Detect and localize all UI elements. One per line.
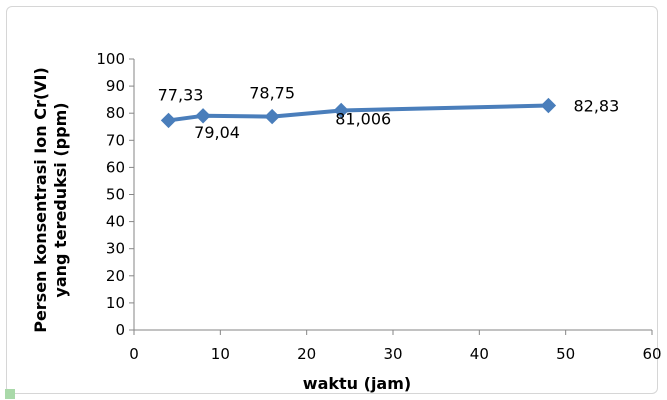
- data-point-marker: [540, 97, 557, 114]
- data-point-marker: [195, 108, 211, 124]
- y-tick-label: 40: [106, 213, 125, 231]
- y-axis-title: Persen konsentrasi Ion Cr(VI)yang teredu…: [31, 67, 70, 333]
- y-tick-label: 50: [106, 186, 125, 204]
- y-axis-title-line: Persen konsentrasi Ion Cr(VI): [31, 67, 50, 333]
- y-tick-label: 0: [115, 321, 125, 339]
- data-point-marker: [333, 102, 349, 119]
- x-tick-label: 10: [211, 345, 230, 363]
- chart-frame: [6, 6, 658, 394]
- data-point-marker: [160, 112, 177, 129]
- data-label: 81,006: [335, 109, 391, 128]
- y-tick-label: 90: [106, 77, 125, 95]
- y-tick-label: 70: [106, 131, 125, 149]
- y-tick-label: 20: [106, 267, 125, 285]
- x-axis-title: waktu (jam): [303, 374, 411, 393]
- data-point-marker: [264, 108, 280, 125]
- y-tick-label: 100: [96, 50, 125, 68]
- x-tick-label: 60: [642, 345, 661, 363]
- y-tick-label: 30: [106, 240, 125, 258]
- data-label: 77,33: [158, 85, 204, 104]
- x-tick-label: 0: [129, 345, 139, 363]
- y-tick-label: 10: [106, 294, 125, 312]
- y-tick-label: 80: [106, 104, 125, 122]
- data-label: 82,83: [573, 97, 619, 116]
- data-label: 78,75: [249, 84, 295, 103]
- x-tick-label: 20: [297, 345, 316, 363]
- corner-mark: [5, 389, 15, 399]
- y-axis-title-line: yang tereduksi (ppm): [51, 102, 70, 297]
- y-tick-label: 60: [106, 158, 125, 176]
- x-tick-label: 40: [470, 345, 489, 363]
- x-tick-label: 30: [383, 345, 402, 363]
- data-label: 79,04: [194, 123, 240, 142]
- x-tick-label: 50: [556, 345, 575, 363]
